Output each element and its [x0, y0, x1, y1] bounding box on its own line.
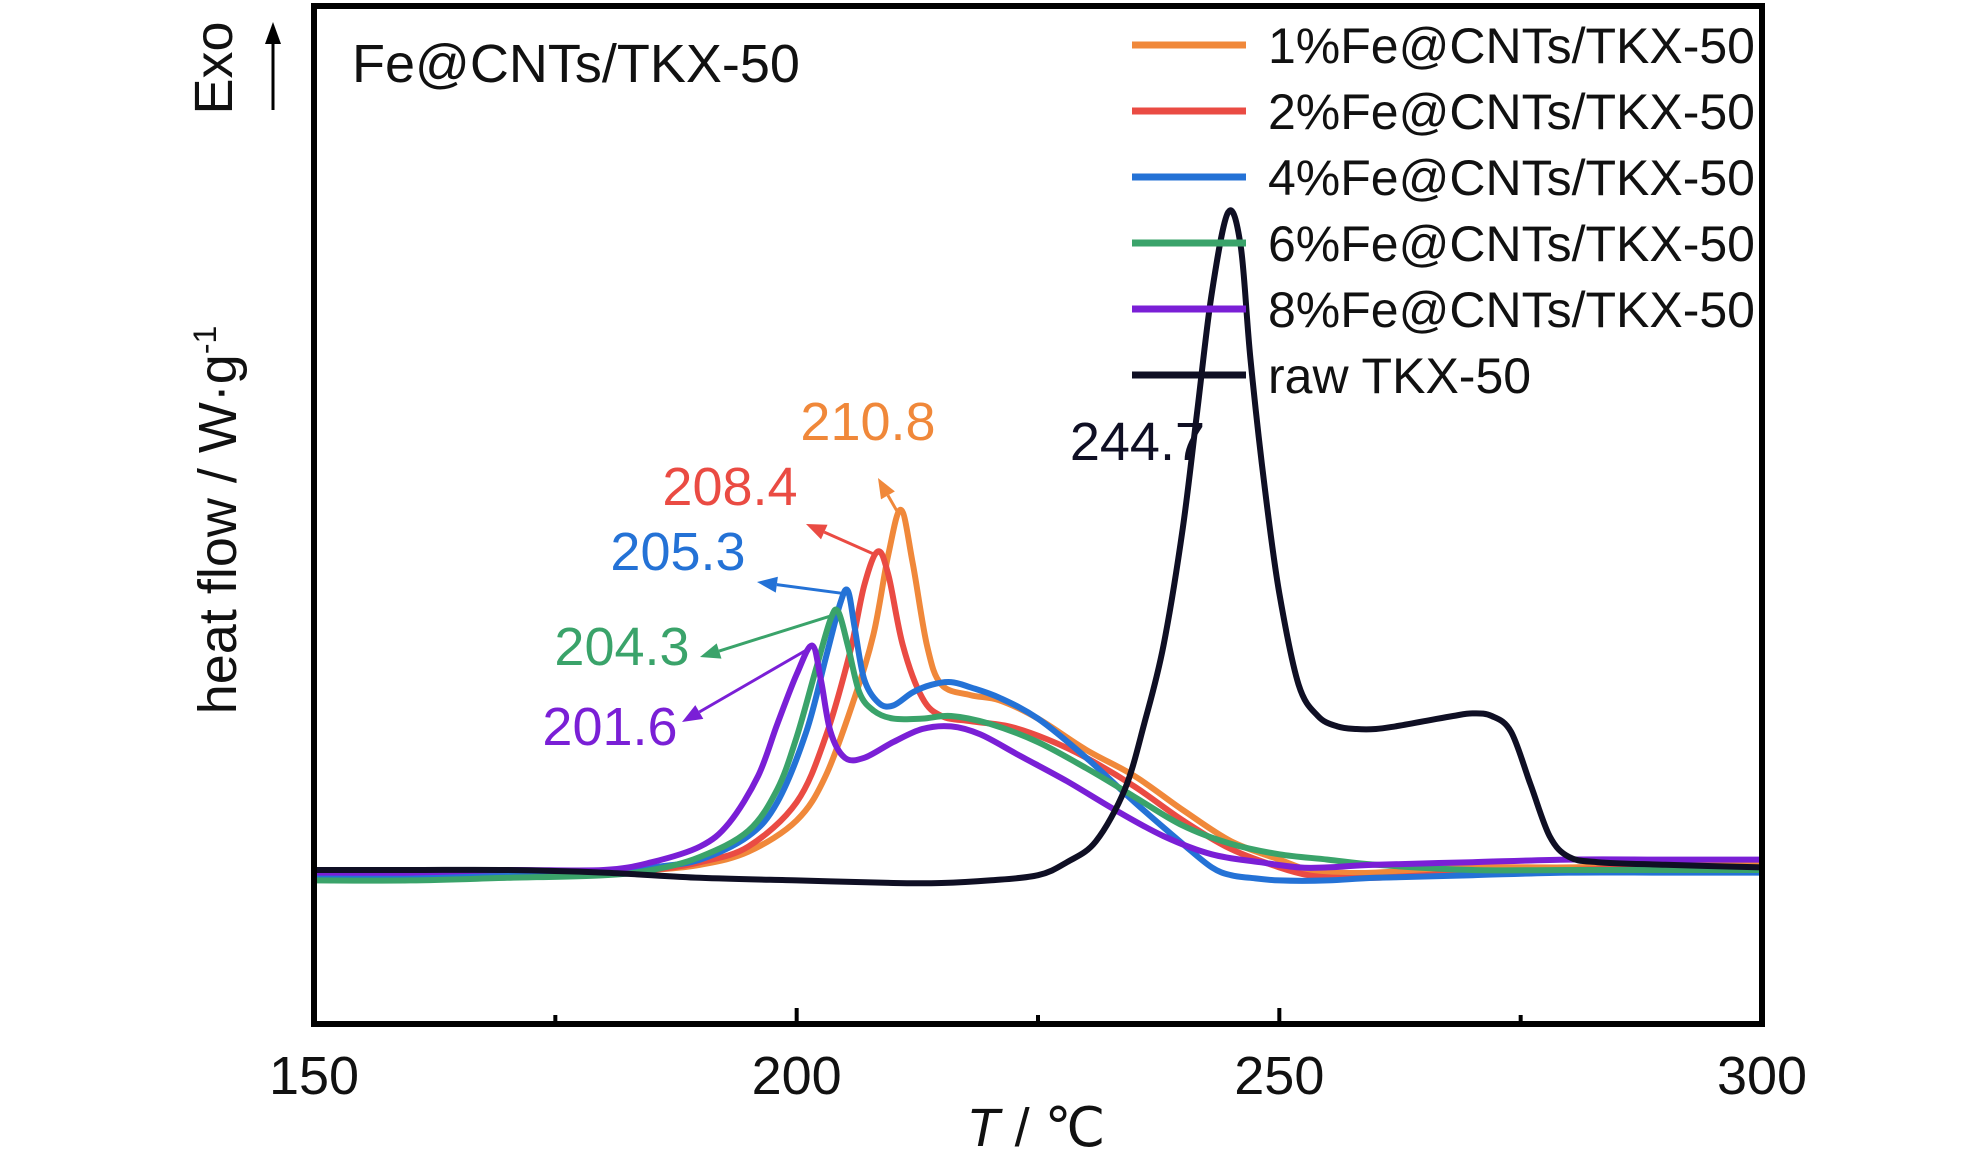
peak-arrowhead — [682, 705, 704, 722]
x-axis-label-variable: T — [967, 1098, 1004, 1157]
chart-title: Fe@CNTs/TKX-50 — [352, 34, 800, 94]
peak-label-2-fe-cnts-tkx-50: 208.4 — [662, 457, 797, 517]
x-tick-label: 250 — [1234, 1046, 1324, 1106]
peak-arrow-layer — [682, 478, 900, 722]
exo-arrow-icon — [265, 22, 281, 110]
y-axis-label: heat flow / W·g-1 — [187, 326, 248, 715]
y-axis-label-main: heat flow / W·g — [188, 354, 248, 714]
x-tick-label: 300 — [1717, 1046, 1807, 1106]
legend-label: 2%Fe@CNTs/TKX-50 — [1268, 84, 1755, 140]
peak-label-8-fe-cnts-tkx-50: 201.6 — [542, 697, 677, 757]
legend-label: 1%Fe@CNTs/TKX-50 — [1268, 18, 1755, 74]
peak-label-1-fe-cnts-tkx-50: 210.8 — [800, 392, 935, 452]
legend-label: 8%Fe@CNTs/TKX-50 — [1268, 282, 1755, 338]
exo-label: Exo — [184, 21, 244, 114]
legend: 1%Fe@CNTs/TKX-50 2%Fe@CNTs/TKX-50 4%Fe@CNT… — [1132, 18, 1755, 404]
x-axis-label: T / ℃ — [967, 1098, 1106, 1157]
peak-label-4-fe-cnts-tkx-50: 205.3 — [610, 522, 745, 582]
peak-arrowhead — [806, 524, 828, 540]
peak-arrowhead — [878, 478, 895, 500]
peak-arrow — [776, 583, 846, 596]
peak-arrowhead — [757, 576, 778, 593]
x-tick-label: 200 — [752, 1046, 842, 1106]
series-line-4-fe-cnts-tkx-50 — [311, 586, 1765, 884]
y-axis-label-sup: -1 — [187, 326, 223, 354]
legend-label: 4%Fe@CNTs/TKX-50 — [1268, 150, 1755, 206]
x-ticks: 150 200 250 300 — [269, 1008, 1807, 1106]
legend-label: 6%Fe@CNTs/TKX-50 — [1268, 216, 1755, 272]
peak-arrow — [698, 647, 810, 714]
peak-label-6-fe-cnts-tkx-50: 204.3 — [554, 617, 689, 677]
peak-label-raw-tkx-50: 244.7 — [1070, 412, 1205, 472]
series-line-6-fe-cnts-tkx-50 — [311, 606, 1765, 884]
series-line-8-fe-cnts-tkx-50 — [311, 642, 1765, 876]
x-axis-label-unit: / ℃ — [1000, 1098, 1106, 1157]
peak-arrow — [823, 530, 876, 556]
peak-arrow — [718, 613, 836, 653]
peak-arrowhead — [700, 643, 722, 659]
peak-arrow — [886, 494, 900, 514]
series-line-1-fe-cnts-tkx-50 — [311, 506, 1765, 879]
legend-label: raw TKX-50 — [1268, 348, 1531, 404]
x-tick-label: 150 — [269, 1046, 359, 1106]
